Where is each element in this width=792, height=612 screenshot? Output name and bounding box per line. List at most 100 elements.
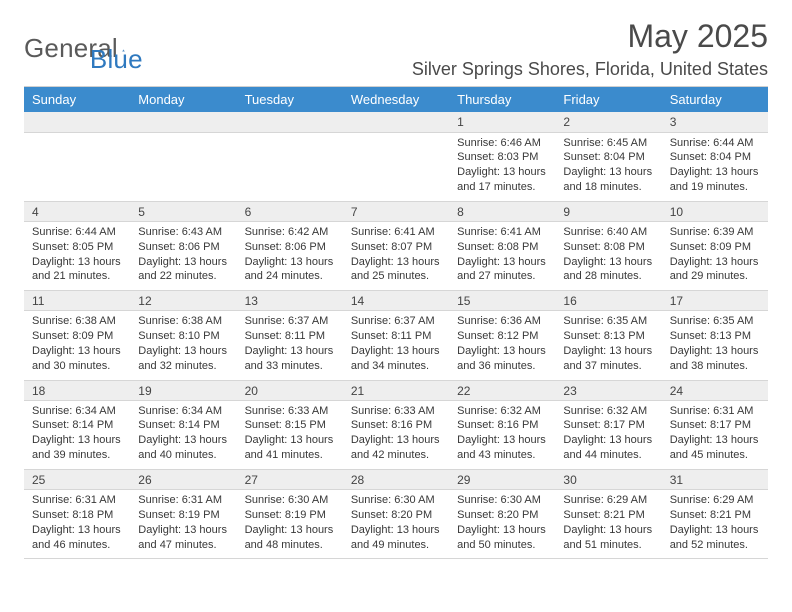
day-number-cell: 2 bbox=[555, 112, 661, 132]
weekday-header: Friday bbox=[555, 87, 661, 113]
day-info-cell bbox=[24, 132, 130, 201]
day-info-cell: Sunrise: 6:32 AMSunset: 8:16 PMDaylight:… bbox=[449, 400, 555, 469]
day-number-cell: 20 bbox=[237, 380, 343, 400]
day-info-cell: Sunrise: 6:35 AMSunset: 8:13 PMDaylight:… bbox=[555, 311, 661, 380]
day-info-cell: Sunrise: 6:35 AMSunset: 8:13 PMDaylight:… bbox=[662, 311, 768, 380]
day-info-cell: Sunrise: 6:38 AMSunset: 8:10 PMDaylight:… bbox=[130, 311, 236, 380]
daylight-text: Daylight: 13 hours and 22 minutes. bbox=[138, 255, 228, 285]
day-number-cell: 1 bbox=[449, 112, 555, 132]
sunrise-text: Sunrise: 6:45 AM bbox=[563, 136, 653, 151]
sunset-text: Sunset: 8:12 PM bbox=[457, 329, 547, 344]
sunset-text: Sunset: 8:18 PM bbox=[32, 508, 122, 523]
day-number-cell: 21 bbox=[343, 380, 449, 400]
sunrise-text: Sunrise: 6:43 AM bbox=[138, 225, 228, 240]
daylight-text: Daylight: 13 hours and 40 minutes. bbox=[138, 433, 228, 463]
sunrise-text: Sunrise: 6:31 AM bbox=[138, 493, 228, 508]
day-number-cell: 23 bbox=[555, 380, 661, 400]
daylight-text: Daylight: 13 hours and 17 minutes. bbox=[457, 165, 547, 195]
day-number-cell: 8 bbox=[449, 201, 555, 221]
sunset-text: Sunset: 8:08 PM bbox=[563, 240, 653, 255]
weekday-header: Sunday bbox=[24, 87, 130, 113]
day-number-cell: 31 bbox=[662, 470, 768, 490]
sunset-text: Sunset: 8:19 PM bbox=[245, 508, 335, 523]
daylight-text: Daylight: 13 hours and 25 minutes. bbox=[351, 255, 441, 285]
weekday-header: Thursday bbox=[449, 87, 555, 113]
day-info-cell: Sunrise: 6:34 AMSunset: 8:14 PMDaylight:… bbox=[24, 400, 130, 469]
day-info-cell: Sunrise: 6:43 AMSunset: 8:06 PMDaylight:… bbox=[130, 221, 236, 290]
sunset-text: Sunset: 8:09 PM bbox=[32, 329, 122, 344]
sunrise-text: Sunrise: 6:31 AM bbox=[32, 493, 122, 508]
sunrise-text: Sunrise: 6:29 AM bbox=[563, 493, 653, 508]
logo: General Blue bbox=[24, 18, 143, 75]
sunrise-text: Sunrise: 6:31 AM bbox=[670, 404, 760, 419]
day-number-cell: 13 bbox=[237, 291, 343, 311]
sunrise-text: Sunrise: 6:40 AM bbox=[563, 225, 653, 240]
calendar-table: Sunday Monday Tuesday Wednesday Thursday… bbox=[24, 86, 768, 559]
day-info-cell: Sunrise: 6:45 AMSunset: 8:04 PMDaylight:… bbox=[555, 132, 661, 201]
sunset-text: Sunset: 8:21 PM bbox=[563, 508, 653, 523]
sunrise-text: Sunrise: 6:33 AM bbox=[351, 404, 441, 419]
sunset-text: Sunset: 8:17 PM bbox=[563, 418, 653, 433]
day-number-cell: 6 bbox=[237, 201, 343, 221]
day-number-cell: 18 bbox=[24, 380, 130, 400]
daylight-text: Daylight: 13 hours and 29 minutes. bbox=[670, 255, 760, 285]
daylight-text: Daylight: 13 hours and 47 minutes. bbox=[138, 523, 228, 553]
daylight-text: Daylight: 13 hours and 27 minutes. bbox=[457, 255, 547, 285]
daylight-text: Daylight: 13 hours and 50 minutes. bbox=[457, 523, 547, 553]
daylight-text: Daylight: 13 hours and 21 minutes. bbox=[32, 255, 122, 285]
sunset-text: Sunset: 8:04 PM bbox=[670, 150, 760, 165]
day-info-cell: Sunrise: 6:38 AMSunset: 8:09 PMDaylight:… bbox=[24, 311, 130, 380]
daylight-text: Daylight: 13 hours and 46 minutes. bbox=[32, 523, 122, 553]
daylight-text: Daylight: 13 hours and 52 minutes. bbox=[670, 523, 760, 553]
sunset-text: Sunset: 8:14 PM bbox=[138, 418, 228, 433]
sunrise-text: Sunrise: 6:35 AM bbox=[563, 314, 653, 329]
day-info-cell: Sunrise: 6:30 AMSunset: 8:20 PMDaylight:… bbox=[449, 490, 555, 559]
sunset-text: Sunset: 8:08 PM bbox=[457, 240, 547, 255]
sunset-text: Sunset: 8:14 PM bbox=[32, 418, 122, 433]
header: General Blue May 2025 Silver Springs Sho… bbox=[24, 18, 768, 80]
sunset-text: Sunset: 8:20 PM bbox=[457, 508, 547, 523]
day-number-row: 18192021222324 bbox=[24, 380, 768, 400]
day-number-cell: 24 bbox=[662, 380, 768, 400]
sunset-text: Sunset: 8:13 PM bbox=[563, 329, 653, 344]
day-number-cell: 15 bbox=[449, 291, 555, 311]
day-number-cell: 12 bbox=[130, 291, 236, 311]
day-info-cell: Sunrise: 6:29 AMSunset: 8:21 PMDaylight:… bbox=[555, 490, 661, 559]
weekday-header-row: Sunday Monday Tuesday Wednesday Thursday… bbox=[24, 87, 768, 113]
day-info-cell: Sunrise: 6:32 AMSunset: 8:17 PMDaylight:… bbox=[555, 400, 661, 469]
sunset-text: Sunset: 8:17 PM bbox=[670, 418, 760, 433]
day-info-cell: Sunrise: 6:37 AMSunset: 8:11 PMDaylight:… bbox=[343, 311, 449, 380]
day-info-cell: Sunrise: 6:41 AMSunset: 8:08 PMDaylight:… bbox=[449, 221, 555, 290]
daylight-text: Daylight: 13 hours and 24 minutes. bbox=[245, 255, 335, 285]
sunrise-text: Sunrise: 6:32 AM bbox=[457, 404, 547, 419]
day-info-row: Sunrise: 6:46 AMSunset: 8:03 PMDaylight:… bbox=[24, 132, 768, 201]
sunrise-text: Sunrise: 6:37 AM bbox=[245, 314, 335, 329]
day-number-cell: 27 bbox=[237, 470, 343, 490]
day-info-cell: Sunrise: 6:46 AMSunset: 8:03 PMDaylight:… bbox=[449, 132, 555, 201]
daylight-text: Daylight: 13 hours and 30 minutes. bbox=[32, 344, 122, 374]
day-number-cell: 17 bbox=[662, 291, 768, 311]
sunrise-text: Sunrise: 6:41 AM bbox=[351, 225, 441, 240]
sunset-text: Sunset: 8:04 PM bbox=[563, 150, 653, 165]
day-number-cell: 7 bbox=[343, 201, 449, 221]
day-info-cell: Sunrise: 6:40 AMSunset: 8:08 PMDaylight:… bbox=[555, 221, 661, 290]
day-number-cell: 14 bbox=[343, 291, 449, 311]
day-info-cell bbox=[130, 132, 236, 201]
sunset-text: Sunset: 8:13 PM bbox=[670, 329, 760, 344]
day-number-cell: 25 bbox=[24, 470, 130, 490]
day-info-cell bbox=[237, 132, 343, 201]
day-number-cell: 16 bbox=[555, 291, 661, 311]
day-number-row: 11121314151617 bbox=[24, 291, 768, 311]
day-number-row: 25262728293031 bbox=[24, 470, 768, 490]
day-info-cell: Sunrise: 6:44 AMSunset: 8:05 PMDaylight:… bbox=[24, 221, 130, 290]
day-number-cell: 4 bbox=[24, 201, 130, 221]
weekday-header: Tuesday bbox=[237, 87, 343, 113]
daylight-text: Daylight: 13 hours and 19 minutes. bbox=[670, 165, 760, 195]
day-number-cell bbox=[24, 112, 130, 132]
sunrise-text: Sunrise: 6:39 AM bbox=[670, 225, 760, 240]
day-info-row: Sunrise: 6:38 AMSunset: 8:09 PMDaylight:… bbox=[24, 311, 768, 380]
sunset-text: Sunset: 8:03 PM bbox=[457, 150, 547, 165]
sunset-text: Sunset: 8:16 PM bbox=[457, 418, 547, 433]
daylight-text: Daylight: 13 hours and 37 minutes. bbox=[563, 344, 653, 374]
daylight-text: Daylight: 13 hours and 32 minutes. bbox=[138, 344, 228, 374]
